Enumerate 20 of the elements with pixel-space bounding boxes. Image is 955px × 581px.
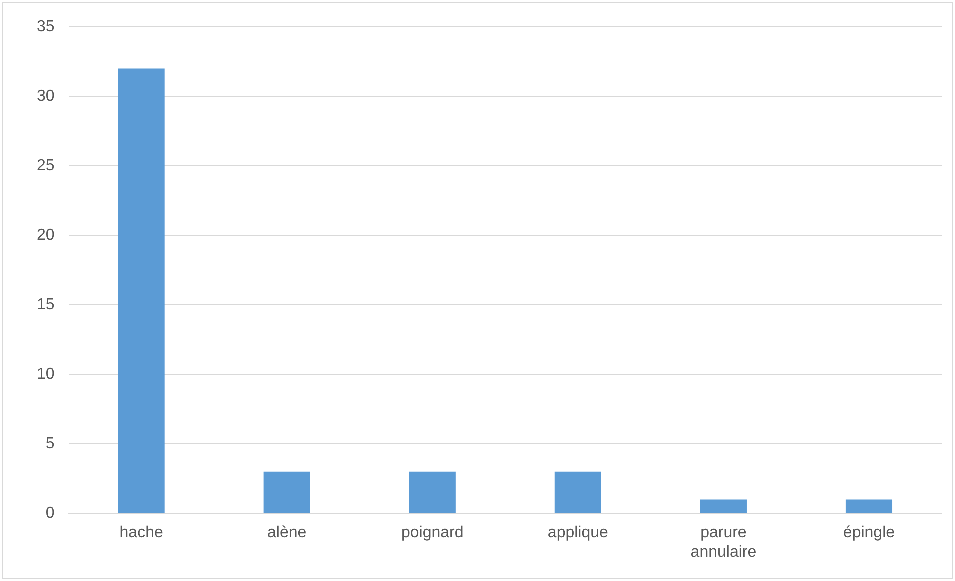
x-tick-label: hache: [120, 524, 164, 542]
y-tick-label: 0: [46, 505, 55, 522]
y-tick-label: 20: [37, 226, 55, 244]
bar: [846, 500, 893, 514]
bar: [409, 472, 456, 514]
y-tick-label: 10: [37, 366, 55, 383]
x-tick-label: épingle: [843, 524, 896, 542]
bar: [700, 500, 747, 514]
y-tick-label: 15: [37, 296, 55, 314]
y-tick-label: 30: [37, 88, 55, 105]
x-tick-label: parure annulaire: [690, 524, 757, 561]
y-tick-label: 5: [46, 435, 55, 452]
x-tick-label: applique: [548, 524, 609, 542]
x-tick-label: alène: [268, 524, 307, 542]
x-tick-label: poignard: [401, 524, 464, 542]
bar: [118, 68, 165, 514]
y-tick-label: 25: [37, 157, 55, 174]
y-tick-label: 35: [37, 18, 55, 36]
bar: [554, 472, 602, 514]
bar: [264, 472, 310, 514]
